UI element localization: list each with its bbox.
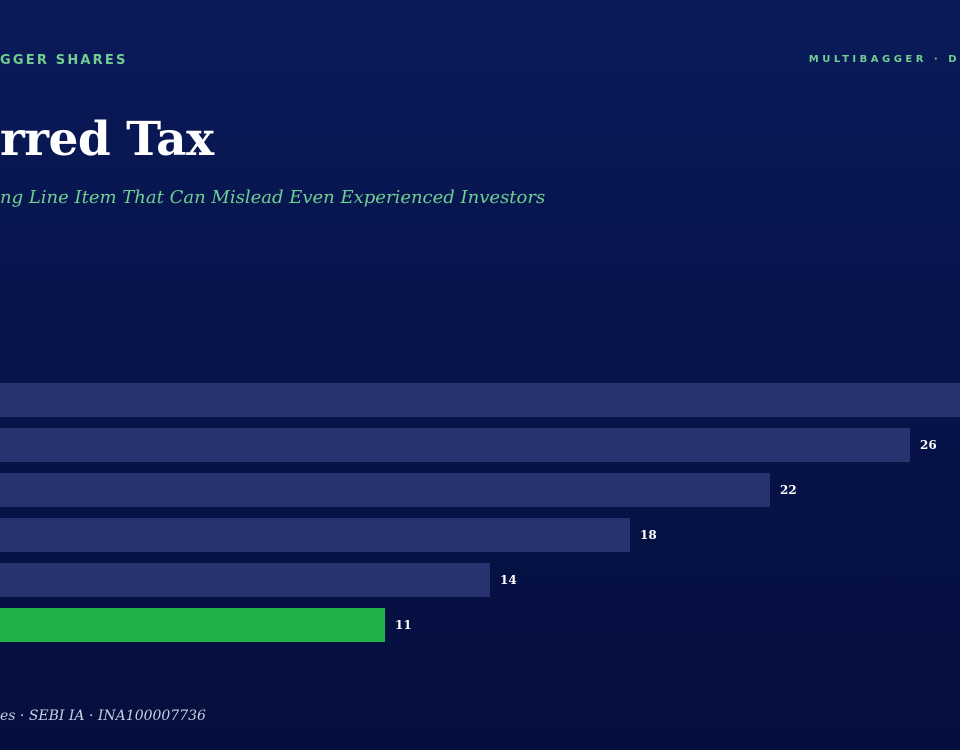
brand-label: GGER SHARES <box>0 53 128 68</box>
bar-3 <box>0 518 630 552</box>
page-title: rred Tax <box>0 112 214 167</box>
bar-value-label-5: 11 <box>395 618 412 632</box>
bar-4 <box>0 563 490 597</box>
bar-value-label-1: 26 <box>920 438 937 452</box>
bar-value-label-2: 22 <box>780 483 797 497</box>
bar-0 <box>0 383 960 417</box>
bar-value-label-3: 18 <box>640 528 657 542</box>
bar-5 <box>0 608 385 642</box>
series-brand-label: MULTIBAGGER · D <box>808 54 960 65</box>
page-subtitle: ng Line Item That Can Mislead Even Exper… <box>0 187 546 208</box>
bar-2 <box>0 473 770 507</box>
bar-1 <box>0 428 910 462</box>
bar-value-label-4: 14 <box>500 573 517 587</box>
footer-disclaimer: es · SEBI IA · INA100007736 <box>0 708 206 724</box>
